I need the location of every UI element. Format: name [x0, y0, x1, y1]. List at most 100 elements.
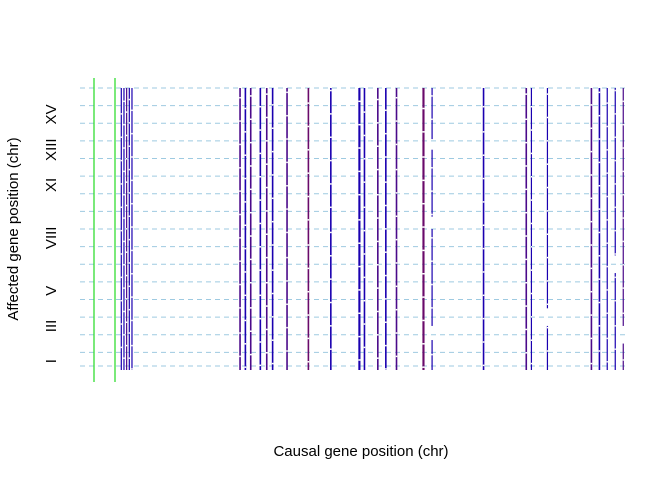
heatmap-gap — [120, 276, 122, 279]
heatmap-cell — [546, 325, 549, 370]
heatmap-gap — [530, 339, 533, 341]
heatmap-gap — [546, 116, 549, 119]
heatmap-gap — [286, 91, 288, 94]
heatmap-gap — [431, 118, 433, 121]
heatmap-gap — [385, 132, 387, 135]
heatmap-gap — [358, 242, 361, 244]
heatmap-gap — [614, 113, 616, 115]
heatmap-gap — [622, 264, 624, 266]
heatmap-gap — [622, 193, 624, 196]
heatmap-gap — [265, 328, 268, 331]
heatmap-gap — [482, 131, 485, 133]
heatmap-gap — [377, 193, 379, 196]
heatmap-gap — [265, 116, 268, 119]
heatmap-gap — [330, 89, 332, 92]
heatmap-gap — [307, 290, 310, 293]
y-tick-label: I — [43, 359, 60, 363]
heatmap-gap — [123, 100, 125, 103]
heatmap-gap — [546, 163, 549, 165]
heatmap-gap — [482, 317, 485, 320]
heatmap-gap — [530, 316, 533, 318]
heatmap-gap — [598, 350, 601, 352]
heatmap-gap — [244, 201, 247, 203]
heatmap-gap — [422, 296, 425, 298]
heatmap-gap — [239, 237, 241, 239]
heatmap-gap — [482, 224, 485, 227]
heatmap-gap — [590, 220, 593, 223]
heatmap-gap — [530, 246, 533, 248]
heatmap-gap — [259, 105, 262, 108]
x-axis-label: Causal gene position (chr) — [273, 443, 448, 460]
heatmap-gap — [271, 104, 274, 106]
heatmap-gap — [525, 328, 528, 331]
heatmap-gap — [377, 217, 379, 219]
heatmap-gap — [265, 186, 268, 189]
heatmap-gap — [363, 158, 366, 160]
heatmap-gap — [606, 361, 608, 363]
heatmap-gap — [614, 159, 616, 162]
heatmap-gap — [128, 357, 130, 359]
heatmap-gap — [614, 299, 616, 302]
heatmap-gap — [614, 206, 616, 209]
heatmap-gap — [606, 337, 608, 340]
heatmap-gap — [530, 222, 533, 225]
heatmap-gap — [614, 276, 616, 279]
heatmap-gap — [249, 141, 252, 144]
heatmap-gap — [525, 258, 528, 261]
heatmap-gap — [377, 310, 379, 313]
heatmap-gap — [259, 222, 262, 225]
heatmap-gap — [126, 370, 128, 372]
y-tick-label: XIII — [43, 138, 60, 161]
heatmap-gap — [431, 167, 433, 169]
heatmap-gap — [598, 301, 601, 304]
heatmap-gap — [123, 334, 125, 336]
heatmap-gap — [131, 344, 133, 347]
heatmap-gap — [286, 326, 288, 329]
heatmap-gap — [120, 136, 122, 138]
heatmap-gap — [126, 204, 128, 207]
heatmap-gap — [482, 271, 485, 273]
heatmap-gap — [363, 299, 366, 302]
heatmap-gap — [395, 308, 398, 311]
heatmap-gap — [530, 105, 533, 108]
heatmap-gap — [525, 118, 528, 121]
heatmap-gap — [307, 267, 310, 270]
heatmap-gap — [259, 294, 262, 297]
heatmap-cell — [249, 88, 252, 370]
heatmap-gap — [126, 251, 128, 253]
heatmap-gap — [120, 159, 122, 162]
heatmap-gap — [622, 312, 624, 315]
heatmap-gap — [622, 123, 624, 126]
heatmap-cell — [525, 88, 528, 370]
heatmap-gap — [546, 256, 549, 259]
heatmap-gap — [259, 176, 262, 178]
heatmap-gap — [358, 312, 361, 315]
heatmap-gap — [249, 330, 252, 332]
heatmap-gap — [590, 290, 593, 293]
heatmap-gap — [358, 100, 361, 103]
heatmap-gap — [525, 93, 528, 95]
heatmap-gap — [431, 260, 433, 262]
heatmap-gap — [395, 285, 398, 288]
heatmap-gap — [525, 235, 528, 237]
heatmap-gap — [482, 177, 485, 180]
heatmap-gap — [482, 247, 485, 250]
heatmap-gap — [271, 220, 274, 223]
heatmap-gap — [265, 140, 268, 142]
heatmap-gap — [249, 281, 252, 284]
heatmap-cell — [622, 343, 624, 370]
heatmap-gap — [249, 211, 252, 214]
heatmap-gap — [307, 314, 310, 316]
heatmap-gap — [482, 201, 485, 203]
heatmap-cell — [259, 88, 262, 370]
heatmap-gap — [590, 314, 593, 316]
heatmap-gap — [358, 359, 361, 361]
heatmap-gap — [525, 352, 528, 354]
heatmap-gap — [590, 244, 593, 246]
heatmap-gap — [363, 229, 366, 232]
heatmap-gap — [530, 362, 533, 365]
heatmap-gap — [431, 213, 433, 216]
heatmap-gap — [606, 149, 608, 151]
heatmap-gap — [431, 330, 433, 332]
heatmap-gap — [546, 280, 549, 282]
